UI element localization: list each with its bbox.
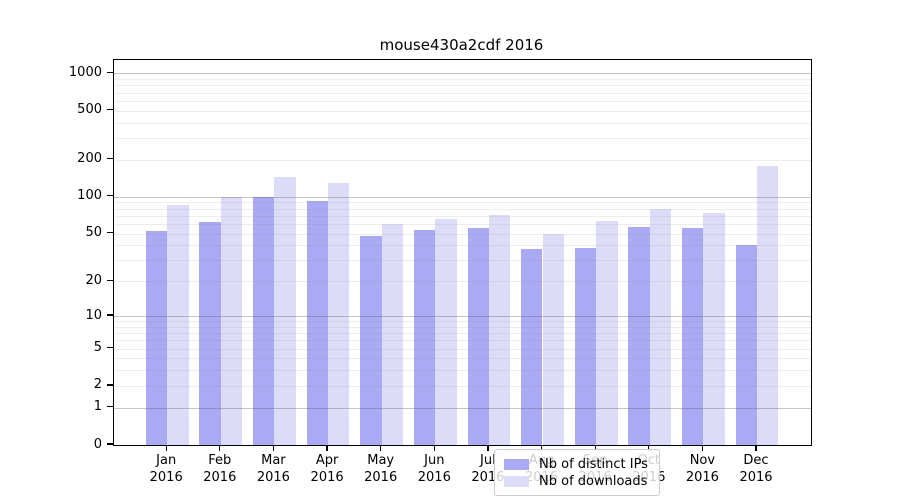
y-tick-mark <box>107 314 113 316</box>
bar-downloads <box>649 209 672 445</box>
y-tick-label: 5 <box>93 340 102 356</box>
y-tick-mark <box>107 108 113 111</box>
gridline-major <box>114 196 811 198</box>
legend-label-downloads: Nb of downloads <box>539 473 648 489</box>
bar-distinct-ips <box>521 249 543 445</box>
x-tick-mark <box>540 445 543 451</box>
bar-downloads <box>435 218 457 445</box>
bar-distinct-ips <box>253 196 275 445</box>
bar-downloads <box>167 205 189 445</box>
x-tick-mark <box>594 445 596 451</box>
bar-distinct-ips <box>199 222 221 445</box>
y-tick-mark <box>107 158 113 160</box>
x-tick-label: Dec 2016 <box>739 453 773 485</box>
y-tick-mark <box>107 231 113 234</box>
bar-downloads <box>488 214 511 445</box>
legend-swatch-distinct-ips <box>504 458 529 470</box>
y-tick-label: 1000 <box>68 64 102 80</box>
bar-downloads <box>703 212 725 445</box>
x-tick-mark <box>433 445 435 451</box>
gridline-minor <box>114 122 811 124</box>
x-tick-label: May 2016 <box>364 453 398 485</box>
bar-distinct-ips <box>735 245 757 445</box>
y-tick-label: 20 <box>85 272 102 288</box>
x-tick-label: Apr 2016 <box>310 453 344 485</box>
bar-downloads <box>220 196 243 445</box>
legend-label-distinct-ips: Nb of distinct IPs <box>539 456 648 472</box>
x-tick-label: Nov 2016 <box>685 453 719 485</box>
x-tick-mark <box>326 445 328 451</box>
x-tick-label: Jun 2016 <box>417 453 451 485</box>
x-tick-label: Mar 2016 <box>256 453 290 485</box>
bar-distinct-ips <box>574 247 597 445</box>
gridline-minor <box>114 92 811 94</box>
gridline-major <box>114 73 811 75</box>
y-tick-label: 0 <box>93 436 102 452</box>
chart-title: mouse430a2cdf 2016 <box>379 36 544 54</box>
y-tick-mark <box>107 443 113 445</box>
x-tick-mark <box>648 445 650 451</box>
gridline-minor <box>114 85 811 87</box>
y-tick-label: 10 <box>85 307 102 323</box>
bar-distinct-ips <box>413 230 436 445</box>
gridline-minor <box>114 79 811 80</box>
gridline-minor <box>114 100 811 102</box>
x-tick-mark <box>219 445 221 451</box>
bar-distinct-ips <box>628 226 650 445</box>
legend: Nb of distinct IPs Nb of downloads <box>494 449 660 496</box>
x-tick-mark <box>165 445 167 451</box>
bar-downloads <box>596 221 618 445</box>
x-tick-label: Jan 2016 <box>149 453 183 485</box>
gridline-minor <box>114 208 811 210</box>
x-tick-mark <box>272 445 275 451</box>
y-tick-mark <box>107 384 113 386</box>
legend-item-distinct-ips: Nb of distinct IPs <box>495 458 659 471</box>
y-tick-label: 50 <box>85 225 102 240</box>
bar-distinct-ips <box>682 227 704 445</box>
y-tick-label: 500 <box>77 102 102 117</box>
bar-downloads <box>274 176 296 445</box>
bar-downloads <box>757 165 779 445</box>
y-tick-label: 1 <box>93 399 102 415</box>
legend-item-downloads: Nb of downloads <box>495 475 659 488</box>
bar-distinct-ips <box>360 235 382 445</box>
gridline-minor <box>114 110 811 112</box>
plot-area: Nb of distinct IPs Nb of downloads <box>113 59 812 496</box>
bar-downloads <box>381 223 404 445</box>
y-tick-mark <box>107 195 113 197</box>
y-tick-label: 100 <box>77 188 102 204</box>
y-tick-label: 200 <box>77 151 102 167</box>
y-tick-label: 2 <box>93 377 102 393</box>
legend-swatch-downloads <box>504 475 529 487</box>
bar-distinct-ips <box>306 200 329 445</box>
x-tick-mark <box>701 445 704 451</box>
gridline-minor <box>114 138 811 139</box>
x-tick-mark <box>487 445 489 451</box>
gridline-minor <box>114 159 811 161</box>
bar-downloads <box>328 182 350 445</box>
y-tick-mark <box>107 346 113 349</box>
bar-distinct-ips <box>145 231 168 445</box>
gridline-minor <box>114 202 811 204</box>
x-tick-mark <box>380 445 382 451</box>
x-tick-label: Feb 2016 <box>203 453 237 485</box>
y-tick-mark <box>107 279 113 281</box>
bar-distinct-ips <box>467 228 489 445</box>
bar-downloads <box>542 233 564 445</box>
x-tick-mark <box>755 445 757 451</box>
y-tick-mark <box>107 71 113 73</box>
y-tick-mark <box>107 406 113 408</box>
